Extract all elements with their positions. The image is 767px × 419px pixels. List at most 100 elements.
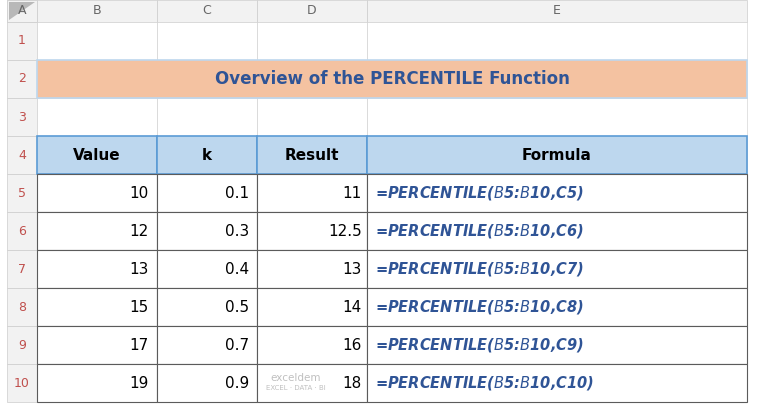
Bar [37, 326, 157, 364]
Bar [157, 326, 257, 364]
Bar [37, 0, 157, 22]
Bar [157, 212, 257, 250]
Text: Overview of the PERCENTILE Function: Overview of the PERCENTILE Function [215, 70, 569, 88]
Bar [367, 22, 747, 60]
Bar [157, 212, 257, 250]
Text: 0.7: 0.7 [225, 337, 249, 352]
Text: 16: 16 [343, 337, 362, 352]
Bar [157, 288, 257, 326]
Text: 3: 3 [18, 111, 26, 124]
Text: 0.4: 0.4 [225, 261, 249, 277]
Bar [7, 136, 37, 174]
Bar [37, 364, 157, 402]
Bar [257, 288, 367, 326]
Bar [367, 250, 747, 288]
Bar [367, 0, 747, 22]
Bar [367, 288, 747, 326]
Bar [37, 98, 157, 136]
Text: Value: Value [73, 147, 121, 163]
Bar [7, 326, 37, 364]
Bar [7, 0, 37, 22]
Bar [257, 0, 367, 22]
Bar [37, 60, 157, 98]
Bar [37, 364, 157, 402]
Text: EXCEL · DATA · BI: EXCEL · DATA · BI [265, 385, 325, 391]
Text: =PERCENTILE($B$5:$B$10,C7): =PERCENTILE($B$5:$B$10,C7) [375, 260, 584, 278]
Text: Result: Result [285, 147, 339, 163]
Bar [37, 22, 157, 60]
Bar [7, 0, 37, 22]
Bar [257, 250, 367, 288]
Bar [367, 326, 747, 364]
Text: 7: 7 [18, 262, 26, 276]
Text: 5: 5 [18, 186, 26, 199]
Text: 0.5: 0.5 [225, 300, 249, 315]
Bar [157, 136, 257, 174]
Text: 14: 14 [343, 300, 362, 315]
Bar [157, 250, 257, 288]
Bar [157, 60, 257, 98]
Text: Formula: Formula [522, 147, 592, 163]
Text: exceldem: exceldem [270, 373, 321, 383]
Bar [37, 288, 157, 326]
Bar [367, 212, 747, 250]
Bar [257, 136, 367, 174]
Bar [37, 288, 157, 326]
Bar [367, 250, 747, 288]
Text: A: A [18, 5, 26, 18]
Bar [7, 364, 37, 402]
Text: 0.3: 0.3 [225, 223, 249, 238]
Text: =PERCENTILE($B$5:$B$10,C5): =PERCENTILE($B$5:$B$10,C5) [375, 184, 584, 202]
Bar [257, 98, 367, 136]
Text: 15: 15 [130, 300, 149, 315]
Text: 13: 13 [130, 261, 149, 277]
Bar [157, 288, 257, 326]
Bar [367, 326, 747, 364]
Bar [7, 174, 37, 212]
Bar [257, 326, 367, 364]
Bar [257, 212, 367, 250]
Text: 11: 11 [343, 186, 362, 201]
Bar [37, 174, 157, 212]
Bar [367, 212, 747, 250]
Bar [367, 288, 747, 326]
Bar [367, 98, 747, 136]
Bar [37, 212, 157, 250]
Bar [157, 364, 257, 402]
Bar [367, 174, 747, 212]
Text: 10: 10 [14, 377, 30, 390]
Bar [157, 250, 257, 288]
Bar [157, 174, 257, 212]
Bar [367, 60, 747, 98]
Bar [157, 174, 257, 212]
Bar [37, 250, 157, 288]
Bar [157, 98, 257, 136]
Text: 6: 6 [18, 225, 26, 238]
Bar [367, 174, 747, 212]
Bar [37, 174, 157, 212]
Bar [37, 136, 157, 174]
Bar [157, 0, 257, 22]
Text: 1: 1 [18, 34, 26, 47]
Bar [257, 364, 367, 402]
Text: 2: 2 [18, 72, 26, 85]
Bar [257, 22, 367, 60]
Bar [37, 250, 157, 288]
Text: 12: 12 [130, 223, 149, 238]
Bar [367, 136, 747, 174]
Text: k: k [202, 147, 212, 163]
Text: 12.5: 12.5 [328, 223, 362, 238]
Text: 10: 10 [130, 186, 149, 201]
Bar [157, 326, 257, 364]
Text: 9: 9 [18, 339, 26, 352]
Text: =PERCENTILE($B$5:$B$10,C9): =PERCENTILE($B$5:$B$10,C9) [375, 336, 584, 354]
Bar [257, 174, 367, 212]
Bar [257, 174, 367, 212]
Bar [37, 326, 157, 364]
Bar [157, 136, 257, 174]
Bar [37, 136, 157, 174]
Text: 0.1: 0.1 [225, 186, 249, 201]
Bar [7, 60, 37, 98]
Text: =PERCENTILE($B$5:$B$10,C6): =PERCENTILE($B$5:$B$10,C6) [375, 222, 584, 240]
Bar [367, 136, 747, 174]
